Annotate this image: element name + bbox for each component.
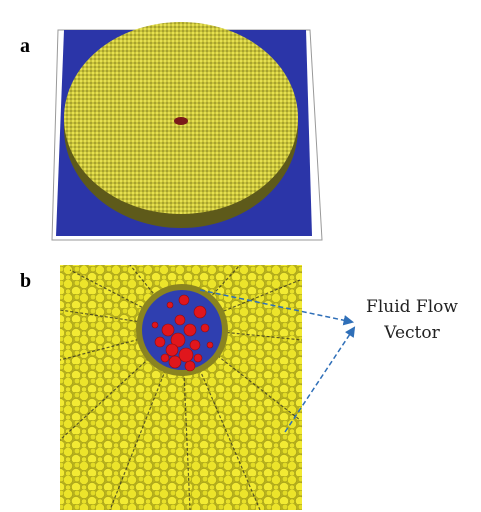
figure: a b Fluid Flow Vec	[0, 0, 481, 512]
panel-label: b	[20, 270, 31, 292]
annotation-line: Fluid Flow	[366, 297, 458, 317]
panel-b-image	[60, 265, 302, 510]
panel-label: a	[20, 35, 30, 57]
annotation-line: Vector	[383, 323, 440, 343]
panel-a-image	[52, 22, 322, 240]
